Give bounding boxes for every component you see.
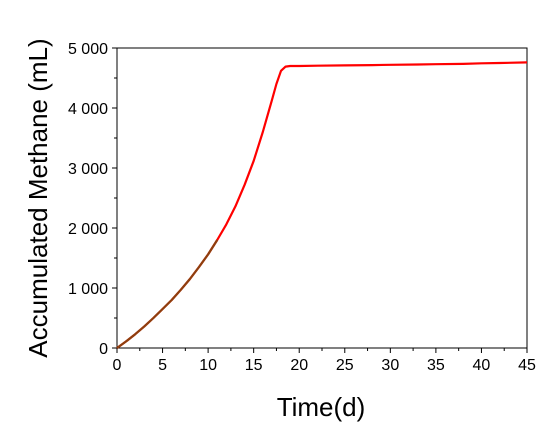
plot-area	[116, 47, 528, 349]
series-line-early-overlay	[116, 239, 219, 349]
y-axis-label: Accumulated Methane (mL)	[23, 38, 53, 357]
y-tick-label: 5 000	[68, 41, 108, 58]
x-tick-label: 5	[158, 357, 167, 374]
x-tick-label: 20	[290, 357, 308, 374]
y-tick-label: 4 000	[68, 101, 108, 118]
y-tick-label: 0	[99, 341, 108, 358]
x-tick-label: 25	[336, 357, 354, 374]
x-tick-label: 40	[473, 357, 491, 374]
y-tick-label: 1 000	[68, 281, 108, 298]
y-tick-label: 3 000	[68, 161, 108, 178]
x-tick-label: 45	[518, 357, 536, 374]
x-tick-label: 15	[245, 357, 263, 374]
axis-ticks	[112, 47, 528, 353]
y-tick-labels: 0 1 000 2 000 3 000 4 000 5 000	[68, 41, 108, 358]
plot-frame	[116, 47, 528, 349]
x-axis-label: Time(d)	[277, 392, 366, 422]
x-tick-label: 10	[199, 357, 217, 374]
y-tick-label: 2 000	[68, 221, 108, 238]
x-tick-labels: 0 5 10 15 20 25 30 35 40 45	[113, 357, 536, 374]
series-lines	[116, 61, 528, 349]
x-tick-label: 35	[427, 357, 445, 374]
series-line	[116, 61, 528, 349]
x-tick-label: 0	[113, 357, 122, 374]
x-tick-label: 30	[381, 357, 399, 374]
